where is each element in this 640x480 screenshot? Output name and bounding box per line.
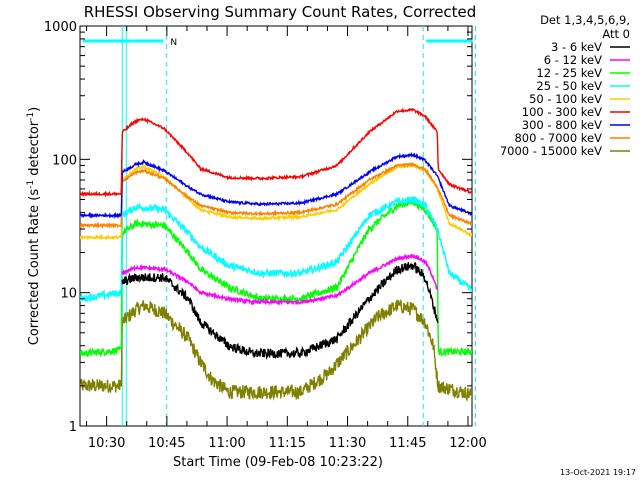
legend-label: 300 - 800 keV — [522, 118, 602, 132]
legend-title-line-2: Att 0 — [602, 27, 630, 41]
y-tick-label: 1 — [69, 420, 77, 435]
series-line — [80, 107, 472, 198]
series-line — [80, 163, 472, 241]
legend-label: 3 - 6 keV — [551, 40, 602, 54]
x-tick-label: 11:00 — [208, 436, 245, 451]
y-tick-label: 10 — [60, 287, 77, 302]
legend-label: 6 - 12 keV — [544, 53, 602, 67]
series-line — [80, 151, 472, 219]
x-axis: 10:30 10:45 11:00 11:15 11:30 11:45 12:00 — [86, 26, 487, 451]
legend-label: 7000 - 15000 keV — [500, 144, 602, 158]
legend-label: 100 - 300 keV — [522, 105, 602, 119]
legend-label: 12 - 25 keV — [536, 66, 602, 80]
x-axis-label: Start Time (09-Feb-08 10:23:22) — [173, 455, 383, 470]
x-tick-label: 11:15 — [269, 436, 306, 451]
y-axis-label-mid: detector — [27, 120, 42, 180]
legend-label: 25 - 50 keV — [536, 79, 602, 93]
y-axis-label-sup1: -1 — [26, 180, 36, 189]
legend-label: 50 - 100 keV — [529, 92, 602, 106]
series-line — [80, 161, 472, 230]
marker-top-bar-label: N — [170, 38, 177, 48]
x-tick-label: 11:30 — [329, 436, 366, 451]
y-axis-label-sup2: -1 — [26, 112, 36, 121]
series-line — [80, 299, 472, 402]
x-tick-label: 12:00 — [449, 436, 486, 451]
x-tick-label: 10:30 — [88, 436, 125, 451]
legend-title-line-1: Det 1,3,4,5,6,9, — [540, 13, 630, 27]
series-line — [121, 253, 439, 306]
chart-title: RHESSI Observing Summary Count Rates, Co… — [84, 3, 477, 21]
y-axis-label: Corrected Count Rate (s-1 detector-1) — [26, 107, 42, 345]
plot-frame — [79, 25, 473, 427]
y-axis-label-base: Corrected Count Rate (s — [27, 189, 42, 346]
series-line — [121, 261, 439, 361]
x-tick-label: 10:45 — [148, 436, 185, 451]
y-tick-label: 1000 — [44, 20, 77, 35]
y-axis: 1 10 100 1000 — [44, 20, 472, 435]
legend-label: 800 - 7000 keV — [514, 131, 602, 145]
x-tick-label: 11:45 — [389, 436, 426, 451]
y-axis-label-end: ) — [27, 107, 42, 112]
y-tick-label: 100 — [52, 153, 77, 168]
footer-date: 13-Oct-2021 19:17 — [560, 468, 636, 477]
plot-area: N — [79, 25, 476, 427]
series-line — [80, 196, 472, 304]
